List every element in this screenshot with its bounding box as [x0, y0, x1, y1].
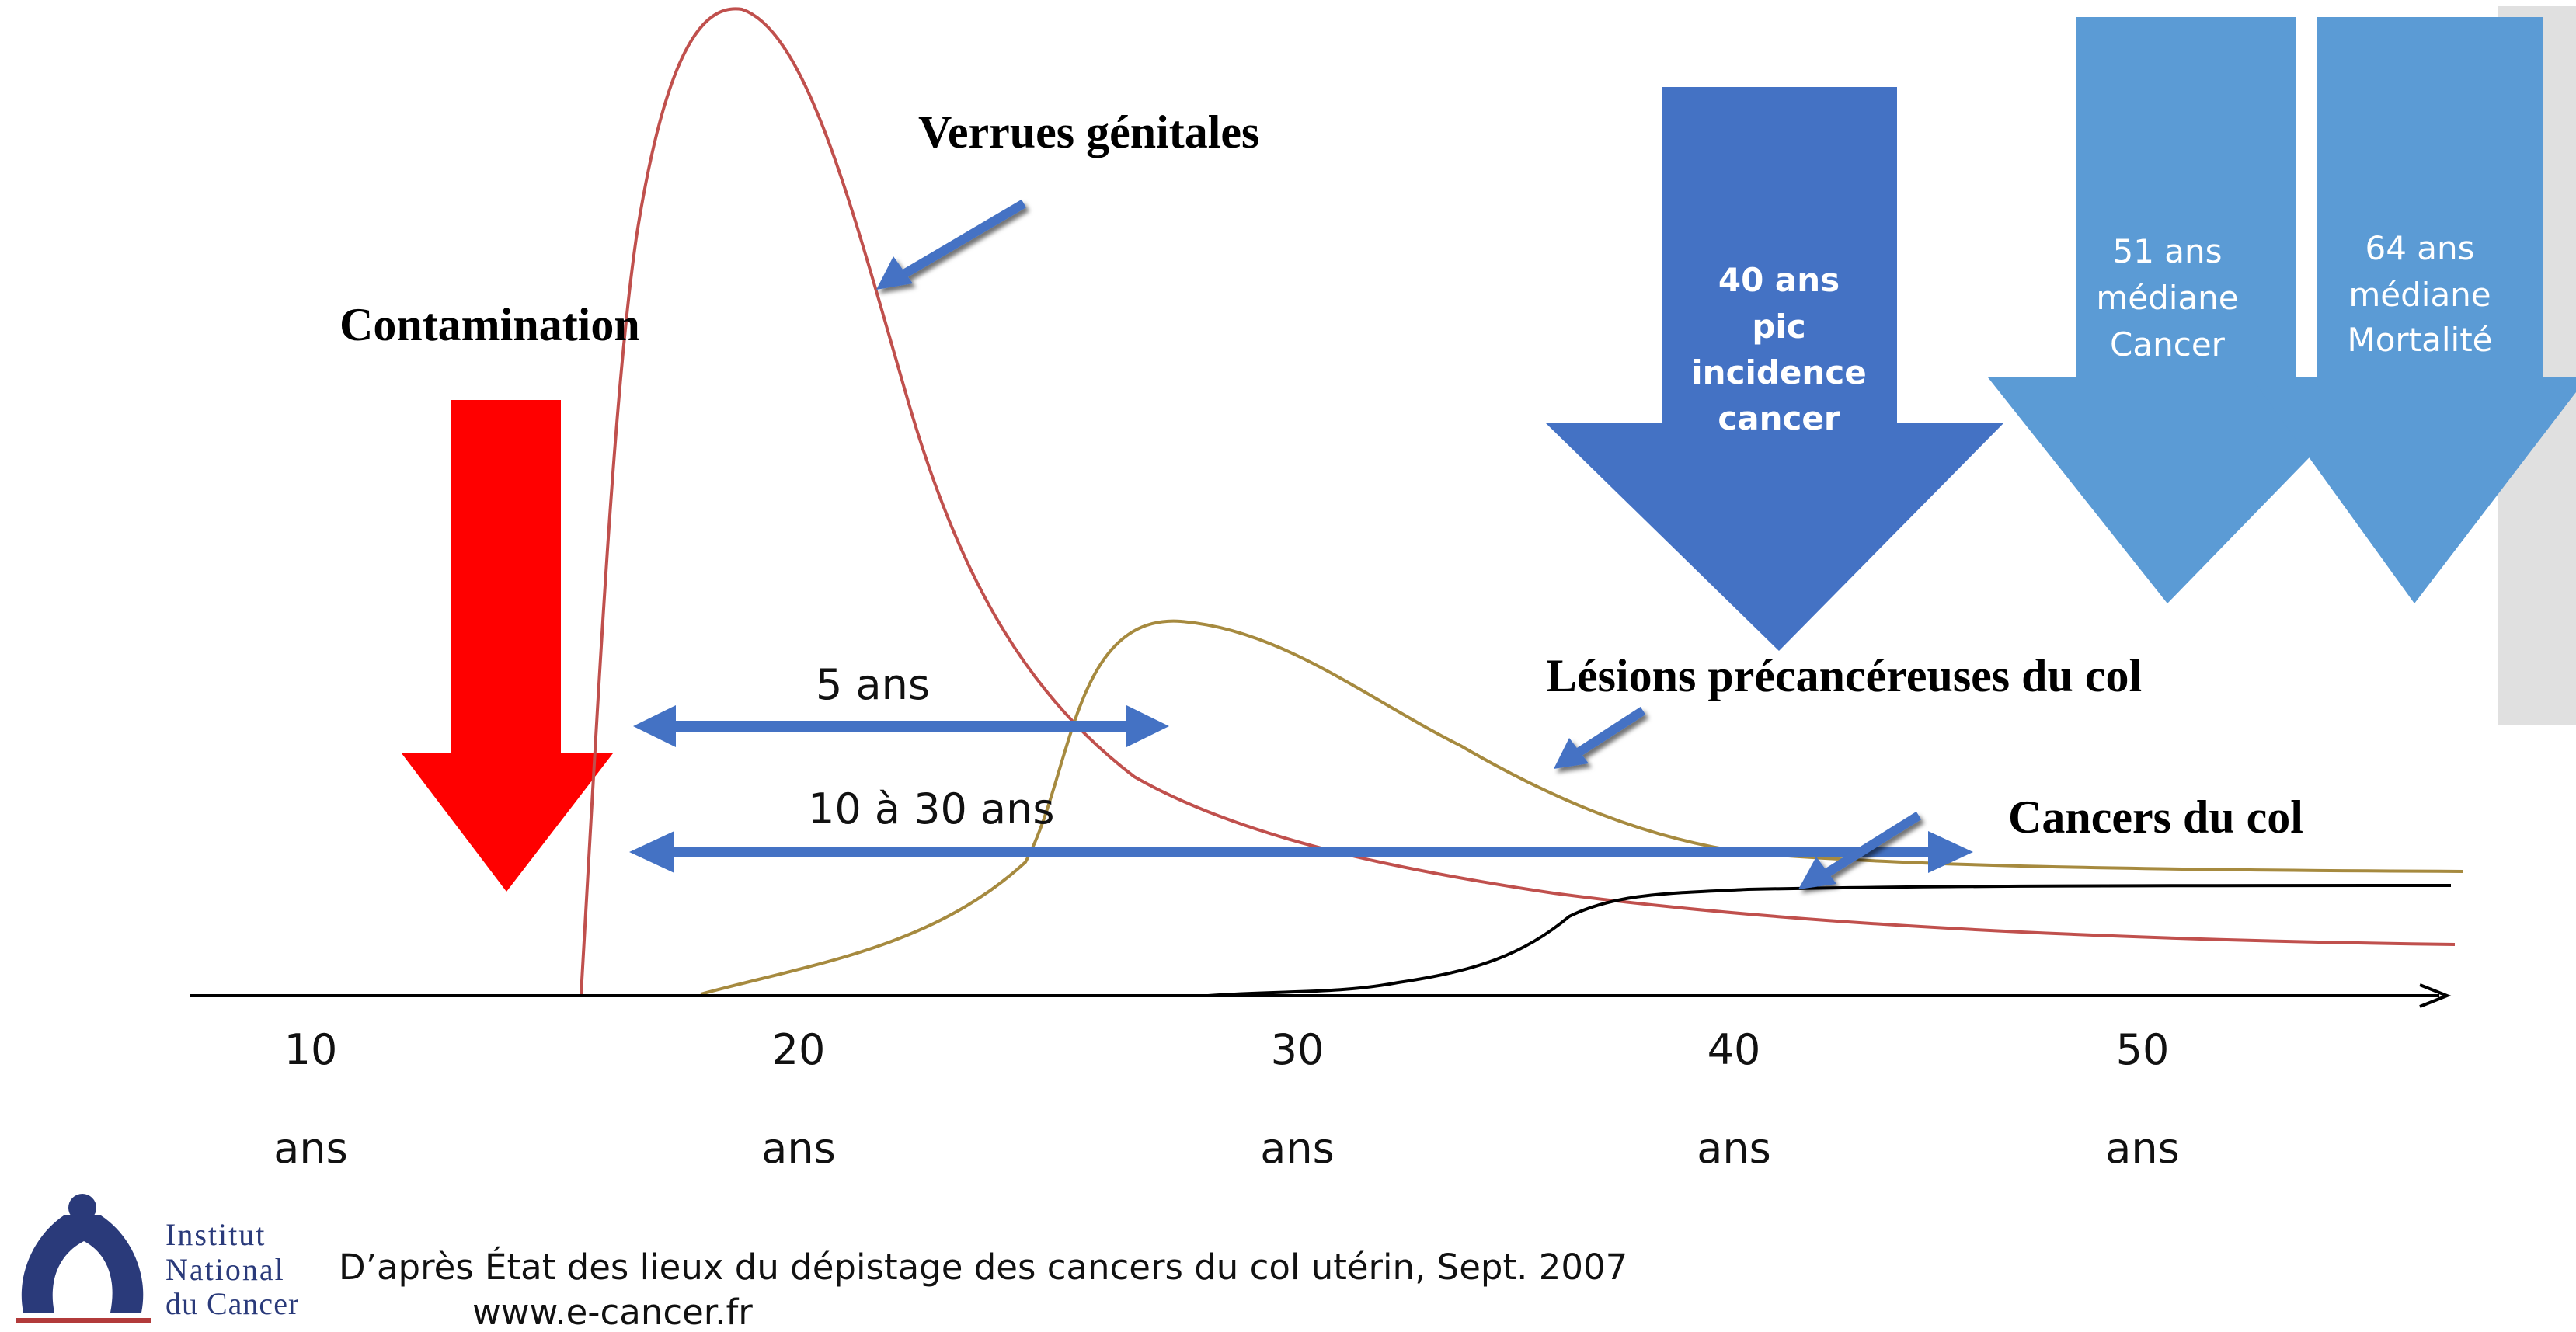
- source-citation: D’après État des lieux du dépistage des …: [339, 1247, 1627, 1288]
- label-span-10-30: 10 à 30 ans: [808, 784, 1054, 833]
- svg-text:ans: ans: [1697, 1124, 1770, 1173]
- x-axis-tick-50: 50 ans: [2105, 1025, 2179, 1173]
- milestone-arrow-64: [2251, 17, 2576, 603]
- span-arrow-10-30-ans: [629, 831, 1973, 873]
- logo-line-1: Institut: [165, 1217, 266, 1252]
- label-contamination: Contamination: [339, 299, 640, 350]
- logo-emblem: [16, 1194, 151, 1323]
- svg-text:pic: pic: [1752, 308, 1805, 346]
- svg-text:40 ans: 40 ans: [1718, 261, 1840, 299]
- pointer-arrow-cancers: [1798, 811, 1922, 889]
- svg-text:ans: ans: [761, 1124, 835, 1173]
- svg-text:40: 40: [1707, 1025, 1761, 1074]
- cancers-curve: [1207, 884, 2452, 997]
- svg-text:cancer: cancer: [1718, 399, 1840, 437]
- svg-text:10: 10: [284, 1025, 338, 1074]
- svg-text:Mortalité: Mortalité: [2347, 321, 2492, 359]
- svg-text:ans: ans: [2105, 1124, 2179, 1173]
- svg-text:20: 20: [772, 1025, 826, 1074]
- svg-text:50: 50: [2116, 1025, 2170, 1074]
- svg-text:30: 30: [1271, 1025, 1325, 1074]
- milestone-arrow-40: [1546, 87, 2003, 651]
- x-axis-tick-30: 30 ans: [1260, 1025, 1334, 1173]
- svg-text:ans: ans: [1260, 1124, 1334, 1173]
- span-arrow-5-ans: [633, 705, 1169, 747]
- milestone-arrow-51: [1988, 17, 2387, 603]
- svg-text:ans: ans: [273, 1124, 347, 1173]
- contamination-arrow: [402, 400, 613, 892]
- milestone-text-40: 40 ans pic incidence cancer: [1691, 261, 1866, 437]
- svg-text:64 ans: 64 ans: [2365, 229, 2474, 267]
- svg-text:médiane: médiane: [2096, 279, 2238, 317]
- svg-text:51 ans: 51 ans: [2112, 232, 2222, 270]
- label-span-5: 5 ans: [816, 660, 930, 709]
- x-axis-tick-40: 40 ans: [1697, 1025, 1770, 1173]
- svg-text:médiane: médiane: [2348, 276, 2491, 314]
- institut-national-du-cancer-logo: Institut National du Cancer: [16, 1194, 299, 1323]
- label-cancers: Cancers du col: [2008, 791, 2303, 843]
- source-url: www.e-cancer.fr: [472, 1292, 753, 1332]
- x-axis-tick-10: 10 ans: [273, 1025, 347, 1173]
- x-axis-arrowhead: [2419, 983, 2452, 1008]
- pointer-arrow-verrues: [876, 199, 1027, 290]
- milestone-text-51: 51 ans médiane Cancer: [2096, 232, 2238, 363]
- milestone-text-64: 64 ans médiane Mortalité: [2347, 229, 2492, 359]
- svg-text:incidence: incidence: [1691, 353, 1866, 391]
- label-lesions: Lésions précancéreuses du col: [1546, 650, 2142, 701]
- logo-line-2: National: [165, 1252, 285, 1287]
- svg-text:Cancer: Cancer: [2110, 325, 2226, 363]
- verrues-curve: [580, 7, 2456, 995]
- label-verrues: Verrues génitales: [918, 106, 1259, 158]
- x-axis-tick-20: 20 ans: [761, 1025, 835, 1173]
- logo-line-3: du Cancer: [165, 1286, 299, 1321]
- pointer-arrow-lesions: [1554, 706, 1646, 769]
